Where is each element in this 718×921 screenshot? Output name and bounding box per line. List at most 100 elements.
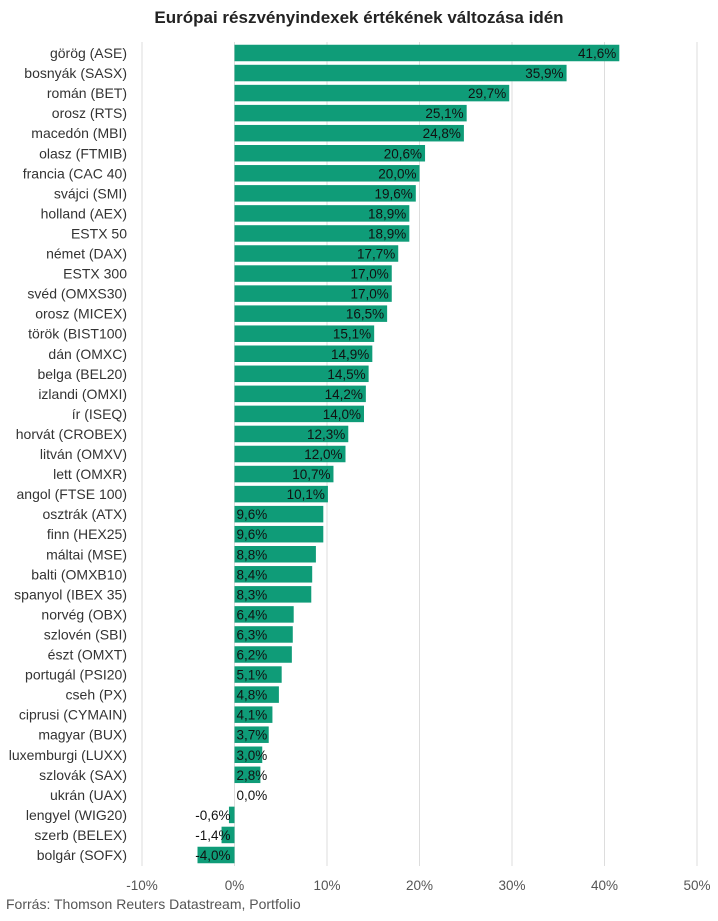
value-label: 19,6% [375,186,413,201]
category-label: szlovák (SAX) [39,767,127,783]
category-label: német (DAX) [46,246,127,262]
value-label: 14,0% [323,407,361,422]
bar [221,826,235,844]
bar [197,846,235,864]
category-label: török (BIST100) [28,326,127,342]
bar [234,225,410,242]
value-label: 12,0% [304,447,342,462]
bar [234,365,369,383]
value-label: -0,6% [195,808,230,823]
bar [234,606,294,623]
bar [234,205,410,222]
bar [234,84,510,102]
value-label: 17,7% [357,247,395,262]
bar [234,505,324,523]
category-label: orosz (RTS) [52,105,127,121]
category-label: horvát (CROBEX) [16,426,127,442]
value-label: 8,4% [237,567,268,582]
bar [234,345,373,362]
category-label: svéd (OMXS30) [27,286,127,302]
bar [234,726,269,743]
value-labels: 41,6% 35,9% 29,7% 25,1% 24,8%20,6% 20,0% 19,6%… [195,46,616,863]
value-label: 25,1% [425,106,463,121]
value-label: 2,8% [237,768,268,783]
category-label: spanyol (IBEX 35) [14,586,127,602]
bar [234,525,324,543]
category-label: balti (OMXB10) [31,566,127,582]
bar [234,405,364,423]
bar [234,185,416,202]
category-label: orosz (MICEX) [35,306,127,322]
value-label: 14,5% [327,367,365,382]
category-label: szlovén (SBI) [44,626,127,642]
bar [234,646,292,663]
value-label: 3,0% [237,748,268,763]
value-label: 14,9% [331,347,369,362]
category-label: bosnyák (SASX) [24,65,127,81]
category-label: ESTX 300 [63,266,127,282]
value-label: 17,0% [350,267,388,282]
value-label: 41,6% [578,46,616,61]
value-label: 20,0% [378,166,416,181]
value-label: 0,0% [237,788,268,803]
x-tick-label: 40% [591,878,618,893]
value-label: 14,2% [325,387,363,402]
bar [234,325,375,342]
bar [234,686,279,703]
value-label: 20,6% [384,146,422,161]
bar [234,265,392,282]
value-label: 6,2% [237,648,268,663]
bar [234,425,349,443]
x-axis-ticks: -10% 0% 10% 20% 30% 40% 50% [126,878,710,893]
value-label: 16,5% [346,307,384,322]
bar [234,305,388,322]
value-label: 6,3% [237,627,268,642]
bar [234,746,263,763]
value-label: 12,3% [307,427,345,442]
value-label: 18,9% [368,226,406,241]
category-label: macedón (MBI) [31,125,127,141]
bar [234,766,261,784]
x-tick-label: -10% [126,878,158,893]
category-label: cseh (PX) [66,687,127,703]
bar [234,485,328,503]
bar [234,586,312,603]
category-label: lett (OMXR) [53,466,127,482]
category-label: osztrák (ATX) [42,506,127,522]
value-label: 35,9% [525,66,563,81]
bar [228,806,235,824]
x-tick-label: 50% [683,878,710,893]
category-label: észt (OMXT) [48,647,127,663]
value-label: 18,9% [368,206,406,221]
category-label: litván (OMXV) [40,446,127,462]
category-label: portugál (PSI20) [25,667,127,683]
category-label: belga (BEL20) [37,366,127,382]
category-label: máltai (MSE) [46,546,127,562]
value-label: -1,4% [195,828,230,843]
category-label: olasz (FTMIB) [39,145,127,161]
bar [234,626,293,643]
bar [234,465,334,483]
bar [234,546,316,563]
category-label: luxemburgi (LUXX) [9,747,127,763]
bar [234,64,567,82]
category-label: finn (HEX25) [47,526,127,542]
bar [234,245,399,262]
value-label: 8,3% [237,587,268,602]
chart-title: Európai részvényindexek értékének változ… [154,8,564,27]
value-label: 6,4% [237,607,268,622]
x-tick-label: 10% [313,878,340,893]
value-label: 5,1% [237,668,268,683]
category-label: svájci (SMI) [54,185,127,201]
category-label: román (BET) [47,85,127,101]
bar [234,445,346,463]
value-label: 4,8% [237,688,268,703]
category-label: lengyel (WIG20) [26,807,127,823]
category-label: szerb (BELEX) [34,827,127,843]
category-label: norvég (OBX) [41,606,127,622]
x-tick-label: 30% [498,878,525,893]
value-label: -4,0% [195,848,230,863]
category-label: angol (FTSE 100) [17,486,128,502]
category-label: bolgár (SOFX) [37,847,127,863]
category-label: francia (CAC 40) [23,165,127,181]
